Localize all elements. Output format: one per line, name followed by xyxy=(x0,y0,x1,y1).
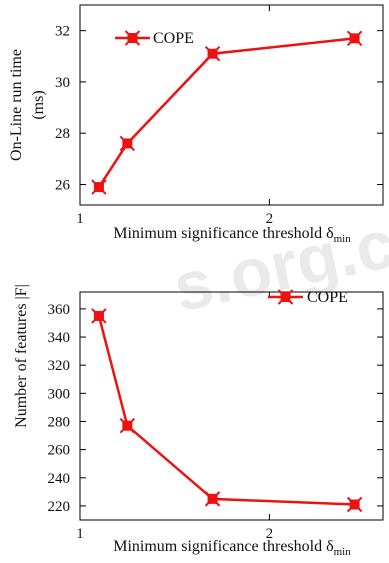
x-axis-label-main: Minimum significance threshold δ xyxy=(113,225,333,242)
series-line-cope xyxy=(97,37,355,188)
x-axis-label-main: Minimum significance threshold δ xyxy=(113,538,333,555)
plot-frame xyxy=(79,291,384,521)
data-point xyxy=(204,491,221,507)
x-axis-label-sub: min xyxy=(334,546,352,558)
data-point-x xyxy=(119,417,136,434)
data-point-x xyxy=(91,308,107,324)
x-tick-label: 2 xyxy=(266,526,274,542)
y-tick-label: 280 xyxy=(48,414,71,430)
y-tick-label: 300 xyxy=(48,386,71,402)
data-point xyxy=(346,496,363,513)
data-point xyxy=(91,308,107,324)
y-tick-label: 260 xyxy=(48,443,71,459)
y-tick-label: 240 xyxy=(48,471,71,487)
y-tick-label: 360 xyxy=(48,302,71,318)
data-point-x xyxy=(346,30,363,47)
y-tick-label: 340 xyxy=(48,330,71,346)
watermark: s.org.c xyxy=(167,206,389,327)
data-point-x xyxy=(204,491,221,507)
data-point-x xyxy=(119,135,136,152)
y-axis-label: On-Line run time xyxy=(8,49,25,161)
plot-frame xyxy=(79,4,384,206)
x-axis-label: Minimum significance threshold δmin xyxy=(113,538,351,558)
data-point xyxy=(204,46,221,62)
data-point-x xyxy=(346,496,363,513)
legend-marker-x xyxy=(124,30,141,46)
y-tick-label: 28 xyxy=(55,126,70,142)
runtime-chart: 1 2 26 28 30 32 Minimum significance threshold… xyxy=(8,4,384,245)
data-point xyxy=(119,135,136,152)
data-point xyxy=(346,30,363,47)
y-tick-label: 220 xyxy=(48,499,71,515)
legend-label: COPE xyxy=(153,30,194,47)
legend-marker xyxy=(124,30,141,46)
y-tick-label: 26 xyxy=(55,177,71,193)
x-axis-label-sub: min xyxy=(334,233,352,245)
data-point xyxy=(91,179,107,195)
x-axis-label: Minimum significance threshold δmin xyxy=(113,225,351,245)
legend-label: COPE xyxy=(307,289,348,306)
data-point xyxy=(119,417,136,434)
y-tick-label: 30 xyxy=(55,75,70,91)
y-axis-label: (ms) xyxy=(30,90,47,119)
series-line-cope xyxy=(97,315,355,506)
legend-marker-x xyxy=(277,289,294,305)
data-point-x xyxy=(91,179,107,195)
y-tick-label: 320 xyxy=(48,358,71,374)
feature-count-chart: 1 2 220 240 260 280 300 320 340 360 Minimum signif… xyxy=(13,284,384,558)
x-tick-label: 1 xyxy=(76,211,84,227)
y-tick-label: 32 xyxy=(55,24,70,40)
x-tick-label: 1 xyxy=(76,526,84,542)
legend-marker xyxy=(277,289,294,305)
x-tick-label: 2 xyxy=(266,211,274,227)
y-axis-label: Number of features |F| xyxy=(13,284,30,428)
data-point-x xyxy=(204,46,221,62)
